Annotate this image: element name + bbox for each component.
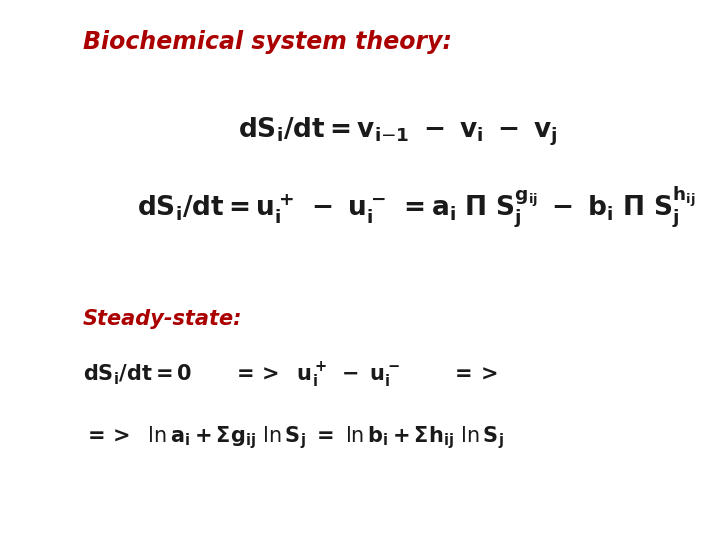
Text: $\mathdefault{=>\ \ \ln a_i + \Sigma g_{ij}\ \ln S_j\ =\ \ln b_i + \Sigma h_{ij}: $\mathdefault{=>\ \ \ln a_i + \Sigma g_{…	[83, 424, 504, 451]
Text: Biochemical system theory:: Biochemical system theory:	[83, 30, 452, 53]
Text: Steady-state:: Steady-state:	[83, 308, 243, 329]
Text: $\mathdefault{dS_i/dt = 0 \qquad =>\ \ u_i^+\ -\ u_i^-\ \qquad =>}$: $\mathdefault{dS_i/dt = 0 \qquad =>\ \ u…	[83, 361, 498, 390]
Text: $\mathdefault{dS_i/dt = u_i^+\ -\ u_i^-\ = a_i\ \Pi\ S_j^{g_{ij}}\ -\ b_i\ \Pi\ : $\mathdefault{dS_i/dt = u_i^+\ -\ u_i^-\…	[137, 185, 696, 231]
Text: $\mathdefault{dS_i/dt = v_{i\mathrm{-}1}\ -\ v_i\ -\ v_j}$: $\mathdefault{dS_i/dt = v_{i\mathrm{-}1}…	[238, 116, 557, 148]
